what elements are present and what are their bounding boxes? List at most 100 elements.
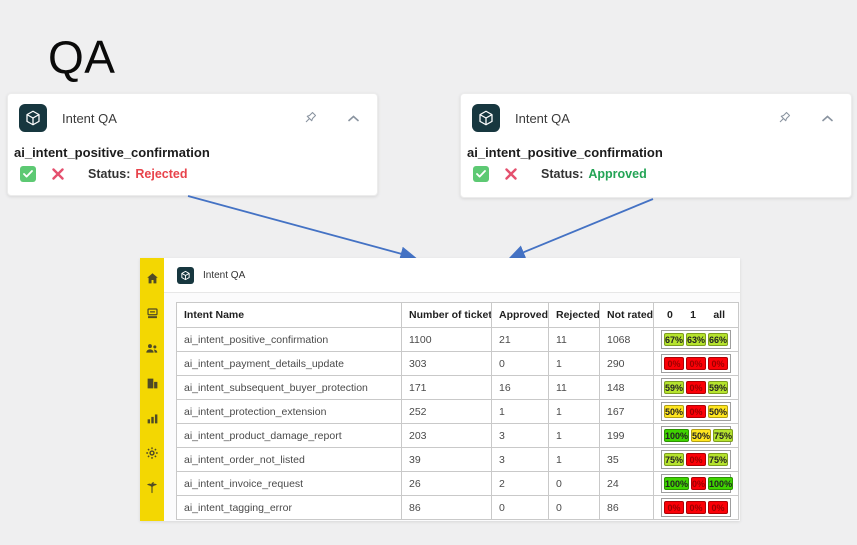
table-row: ai_intent_invoice_request 26 2 0 24 100% 0% 100…	[176, 471, 739, 496]
intent-qa-card-rejected: Intent QA ai_intent_positive_confirmatio…	[7, 93, 378, 196]
table-row: ai_intent_subsequent_buyer_protection 171…	[176, 375, 739, 400]
cell-scores: 100% 0% 100%	[653, 471, 739, 496]
cell-not-rated: 167	[599, 399, 654, 424]
cell-approved: 1	[491, 399, 549, 424]
cell-not-rated: 290	[599, 351, 654, 376]
cell-intent-name: ai_intent_order_not_listed	[176, 447, 402, 472]
package-cube-icon	[19, 104, 47, 132]
pin-icon[interactable]	[299, 108, 319, 128]
cell-scores: 0% 0% 0%	[653, 495, 739, 520]
score-badge-group: 0% 0% 0%	[661, 354, 731, 373]
panel-header: Intent QA	[164, 258, 740, 293]
cell-intent-name: ai_intent_protection_extension	[176, 399, 402, 424]
table-row: ai_intent_order_not_listed 39 3 1 35 75% 0% 75%	[176, 447, 739, 472]
cell-scores: 67% 63% 66%	[653, 327, 739, 352]
cell-number-of-tickets: 171	[401, 375, 492, 400]
cell-scores: 50% 0% 50%	[653, 399, 739, 424]
cell-not-rated: 86	[599, 495, 654, 520]
score-badge-group: 67% 63% 66%	[661, 330, 731, 349]
score-badge: 100%	[664, 429, 690, 442]
cell-rejected: 1	[548, 447, 600, 472]
cell-number-of-tickets: 39	[401, 447, 492, 472]
cell-approved: 2	[491, 471, 549, 496]
score-badge: 59%	[664, 381, 685, 394]
cell-rejected: 11	[548, 375, 600, 400]
card-header: Intent QA	[461, 94, 851, 132]
users-icon[interactable]	[145, 341, 159, 355]
status-label: Status:	[88, 167, 131, 181]
cell-not-rated: 24	[599, 471, 654, 496]
score-badge: 0%	[708, 357, 728, 370]
cell-approved: 0	[491, 351, 549, 376]
cell-number-of-tickets: 1100	[401, 327, 492, 352]
panel-app-label: Intent QA	[203, 269, 246, 281]
score-badge: 63%	[686, 333, 707, 346]
card-header: Intent QA	[8, 94, 377, 132]
table-row: ai_intent_protection_extension 252 1 1 167 50…	[176, 399, 739, 424]
score-badge: 59%	[707, 381, 728, 394]
approve-check-icon[interactable]	[473, 166, 489, 182]
status-value: Rejected	[135, 167, 188, 181]
cell-intent-name: ai_intent_invoice_request	[176, 471, 402, 496]
intent-qa-dashboard: Intent QA Intent Name Number of tickets …	[140, 258, 740, 521]
score-badge: 67%	[664, 333, 685, 346]
package-cube-icon	[177, 266, 194, 284]
score-badge: 0%	[664, 357, 684, 370]
score-badge: 75%	[664, 453, 685, 466]
approve-check-icon[interactable]	[20, 166, 36, 182]
cell-intent-name: ai_intent_product_damage_report	[176, 423, 402, 448]
cell-approved: 3	[491, 423, 549, 448]
score-badge: 0%	[691, 477, 707, 490]
table-row: ai_intent_payment_details_update 303 0 1 290…	[176, 351, 739, 376]
score-head-1: 1	[690, 309, 696, 321]
score-badge: 0%	[708, 501, 728, 514]
palm-tree-icon[interactable]	[145, 481, 159, 495]
table-row: ai_intent_positive_confirmation 1100 21 11 1…	[176, 327, 739, 352]
score-badge: 75%	[707, 453, 728, 466]
intent-name: ai_intent_positive_confirmation	[14, 145, 210, 160]
score-badge: 0%	[686, 405, 706, 418]
cell-number-of-tickets: 86	[401, 495, 492, 520]
card-app-label: Intent QA	[62, 110, 117, 126]
cell-rejected: 0	[548, 471, 600, 496]
score-badge: 0%	[686, 357, 706, 370]
cell-rejected: 1	[548, 351, 600, 376]
intent-name: ai_intent_positive_confirmation	[467, 145, 663, 160]
cell-rejected: 1	[548, 423, 600, 448]
cell-approved: 0	[491, 495, 549, 520]
reject-x-icon[interactable]	[503, 166, 519, 182]
col-scores: 0 1 all	[653, 302, 739, 328]
cell-approved: 3	[491, 447, 549, 472]
gear-icon[interactable]	[145, 446, 159, 460]
cell-scores: 0% 0% 0%	[653, 351, 739, 376]
score-badge: 50%	[707, 405, 728, 418]
intent-qa-card-approved: Intent QA ai_intent_positive_confirmatio…	[460, 93, 852, 198]
inbox-icon[interactable]	[145, 306, 159, 320]
cell-number-of-tickets: 26	[401, 471, 492, 496]
collapse-chevron-icon[interactable]	[817, 108, 837, 128]
score-badge: 0%	[686, 381, 706, 394]
score-badge-group: 75% 0% 75%	[661, 450, 731, 469]
bar-chart-icon[interactable]	[145, 411, 159, 425]
score-badge: 100%	[708, 477, 734, 490]
building-icon[interactable]	[145, 376, 159, 390]
score-badge: 0%	[664, 501, 684, 514]
cell-intent-name: ai_intent_positive_confirmation	[176, 327, 402, 352]
cell-intent-name: ai_intent_tagging_error	[176, 495, 402, 520]
cell-approved: 21	[491, 327, 549, 352]
home-icon[interactable]	[145, 271, 159, 285]
cell-not-rated: 35	[599, 447, 654, 472]
cell-not-rated: 1068	[599, 327, 654, 352]
score-badge-group: 50% 0% 50%	[661, 402, 731, 421]
cell-number-of-tickets: 252	[401, 399, 492, 424]
score-badge: 100%	[664, 477, 690, 490]
score-badge: 50%	[691, 429, 712, 442]
collapse-chevron-icon[interactable]	[343, 108, 363, 128]
pin-icon[interactable]	[773, 108, 793, 128]
score-badge-group: 59% 0% 59%	[661, 378, 731, 397]
score-badge-group: 0% 0% 0%	[661, 498, 731, 517]
reject-x-icon[interactable]	[50, 166, 66, 182]
table-header-row: Intent Name Number of tickets Approved R…	[176, 302, 739, 328]
score-badge: 0%	[686, 453, 706, 466]
card-body: ai_intent_positive_confirmation Status: …	[8, 132, 377, 182]
